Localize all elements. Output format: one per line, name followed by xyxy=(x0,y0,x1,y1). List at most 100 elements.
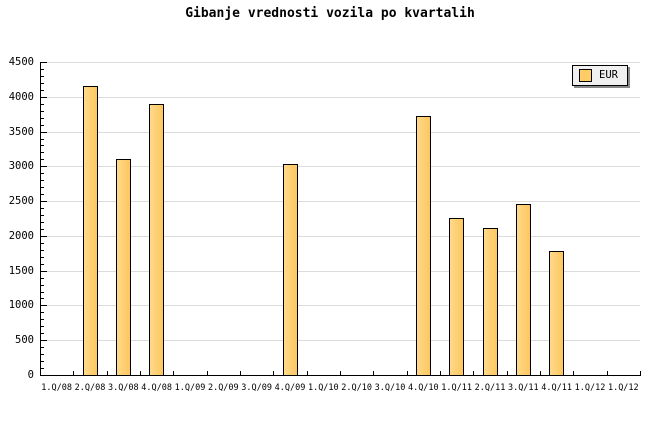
x-tick-label: 4.Q/09 xyxy=(274,383,306,393)
y-minor-tick xyxy=(41,215,44,217)
x-tick xyxy=(407,371,408,375)
bar xyxy=(283,164,298,376)
y-minor-tick xyxy=(41,291,44,293)
y-minor-tick xyxy=(41,284,44,286)
y-minor-tick xyxy=(41,110,44,112)
x-tick-label: 1.Q/11 xyxy=(441,383,473,393)
y-tick-label: 3000 xyxy=(8,160,34,173)
chart-title: Gibanje vrednosti vozila po kvartalih xyxy=(185,6,475,21)
y-major-tick xyxy=(41,305,47,307)
x-tick-label: 1.Q/10 xyxy=(307,383,339,393)
x-tick xyxy=(507,371,508,375)
y-tick-label: 500 xyxy=(15,334,34,347)
y-minor-tick xyxy=(41,194,44,196)
x-axis xyxy=(40,375,641,376)
bar xyxy=(116,159,131,376)
gridline xyxy=(41,96,640,98)
x-tick-label: 2.Q/09 xyxy=(207,383,239,393)
y-minor-tick xyxy=(41,82,44,84)
y-minor-tick xyxy=(41,277,44,279)
y-minor-tick xyxy=(41,298,44,300)
y-minor-tick xyxy=(41,228,44,230)
y-minor-tick xyxy=(41,173,44,175)
bar xyxy=(483,228,498,376)
gridline xyxy=(41,305,640,307)
y-tick-label: 3500 xyxy=(8,125,34,138)
x-tick xyxy=(573,371,574,375)
x-tick xyxy=(140,371,141,375)
x-tick xyxy=(107,371,108,375)
x-tick-label: 1.Q/12 xyxy=(574,383,606,393)
y-major-tick xyxy=(41,270,47,272)
x-tick xyxy=(73,371,74,375)
y-minor-tick xyxy=(41,145,44,147)
bar xyxy=(83,86,98,376)
y-minor-tick xyxy=(41,312,44,314)
x-tick xyxy=(607,371,608,375)
y-tick-label: 0 xyxy=(27,369,34,381)
x-tick-label: 2.Q/10 xyxy=(341,383,373,393)
gridline xyxy=(41,201,640,203)
x-tick-label: 2.Q/08 xyxy=(74,383,106,393)
y-minor-tick xyxy=(41,159,44,161)
gridline xyxy=(41,340,640,342)
x-tick xyxy=(373,371,374,375)
bar xyxy=(149,104,164,376)
y-major-tick xyxy=(41,96,47,98)
x-tick xyxy=(473,371,474,375)
x-tick xyxy=(40,371,41,375)
y-minor-tick xyxy=(41,208,44,210)
y-axis xyxy=(40,62,41,376)
y-major-tick xyxy=(41,235,47,237)
y-minor-tick xyxy=(41,242,44,244)
y-minor-tick xyxy=(41,68,44,70)
y-major-tick xyxy=(41,340,47,342)
y-minor-tick xyxy=(41,117,44,119)
y-minor-tick xyxy=(41,180,44,182)
x-tick-label: 3.Q/10 xyxy=(374,383,406,393)
x-tick xyxy=(207,371,208,375)
y-tick-label: 1000 xyxy=(8,299,34,312)
y-major-tick xyxy=(41,166,47,168)
bar xyxy=(416,116,431,376)
gridline xyxy=(41,62,640,63)
x-tick xyxy=(540,371,541,375)
y-minor-tick xyxy=(41,368,44,370)
x-tick xyxy=(440,371,441,375)
x-tick xyxy=(340,371,341,375)
x-tick-label: 1.Q/12 xyxy=(607,383,639,393)
y-tick-label: 2000 xyxy=(8,229,34,242)
x-tick-label: 4.Q/08 xyxy=(141,383,173,393)
bar xyxy=(549,251,564,376)
y-minor-tick xyxy=(41,138,44,140)
gridline xyxy=(41,166,640,168)
y-major-tick xyxy=(41,201,47,203)
x-tick xyxy=(640,371,641,375)
y-tick-label: 4000 xyxy=(8,90,34,103)
y-tick-label: 1500 xyxy=(8,264,34,277)
legend: EUR xyxy=(572,65,628,86)
x-tick-label: 1.Q/08 xyxy=(41,383,73,393)
x-tick-label: 2.Q/11 xyxy=(474,383,506,393)
y-minor-tick xyxy=(41,103,44,105)
gridline xyxy=(41,235,640,237)
y-minor-tick xyxy=(41,347,44,349)
x-tick-label: 3.Q/09 xyxy=(241,383,273,393)
y-major-tick xyxy=(41,131,47,133)
y-minor-tick xyxy=(41,152,44,154)
x-tick-label: 1.Q/09 xyxy=(174,383,206,393)
legend-swatch-icon xyxy=(579,69,592,82)
y-tick-label: 2500 xyxy=(8,195,34,208)
y-minor-tick xyxy=(41,354,44,356)
x-tick-label: 4.Q/11 xyxy=(541,383,573,393)
y-minor-tick xyxy=(41,326,44,328)
y-tick-label: 4500 xyxy=(8,56,34,68)
y-minor-tick xyxy=(41,187,44,189)
x-tick xyxy=(307,371,308,375)
y-minor-tick xyxy=(41,249,44,251)
y-minor-tick xyxy=(41,263,44,265)
y-minor-tick xyxy=(41,221,44,223)
gridline xyxy=(41,131,640,133)
y-minor-tick xyxy=(41,89,44,91)
